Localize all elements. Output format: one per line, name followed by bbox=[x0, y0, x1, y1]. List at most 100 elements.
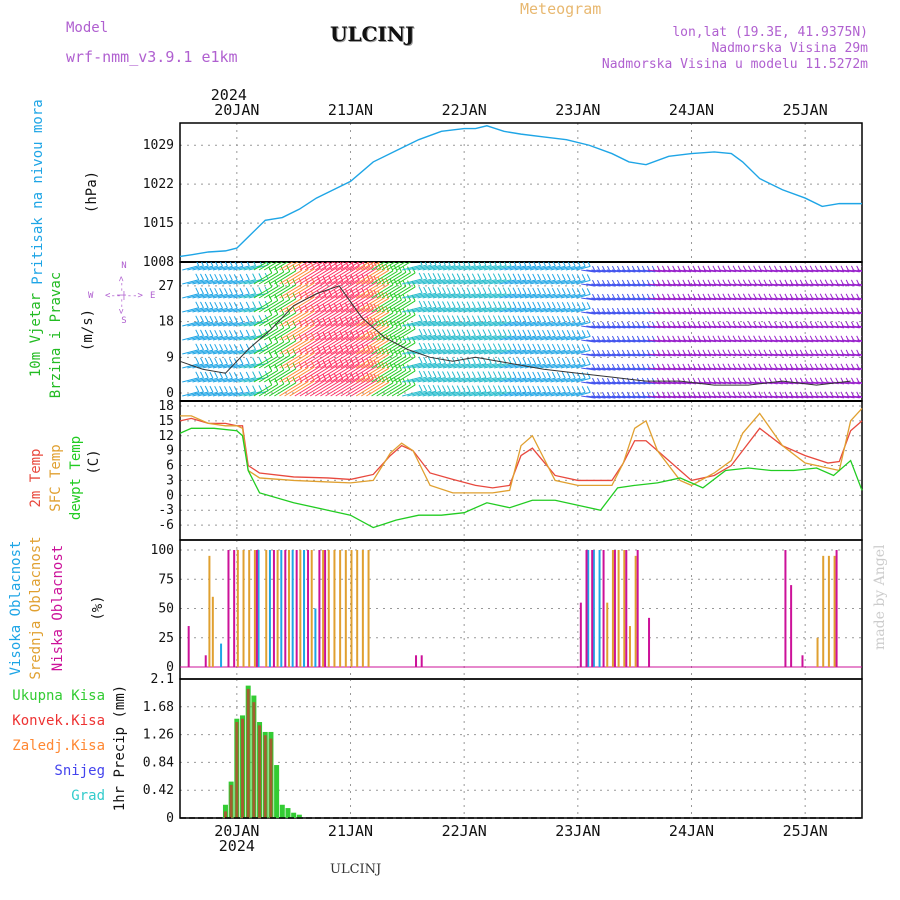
wind-barb-flag bbox=[461, 287, 466, 294]
wind-barb bbox=[749, 395, 762, 399]
wind-barb bbox=[473, 335, 492, 341]
wind-barb bbox=[729, 381, 742, 385]
wind-barb-flag bbox=[537, 301, 542, 309]
wind-barb bbox=[253, 272, 273, 285]
wind-barb bbox=[483, 335, 502, 341]
wind-barb bbox=[437, 377, 456, 383]
wind-barb bbox=[550, 335, 566, 341]
wind-barb bbox=[632, 353, 646, 357]
wind-barb-flag bbox=[274, 322, 279, 329]
wind-barb bbox=[616, 367, 631, 371]
wind-barb bbox=[412, 376, 432, 383]
wind-barb-flag bbox=[522, 273, 527, 281]
wind-barb bbox=[785, 367, 799, 371]
wind-barb-flag bbox=[503, 262, 507, 266]
wind-barb-flag bbox=[228, 330, 233, 337]
wind-barb-flag bbox=[466, 315, 471, 322]
wind-barb bbox=[570, 307, 586, 313]
wind-barb bbox=[693, 325, 707, 329]
wind-barb bbox=[581, 297, 596, 301]
wind-barb bbox=[366, 353, 390, 369]
wind-barb bbox=[616, 297, 631, 301]
wind-barb bbox=[775, 339, 789, 343]
wind-barb-flag bbox=[497, 287, 502, 294]
wind-barb bbox=[350, 281, 378, 299]
wind-barb bbox=[606, 325, 621, 329]
wind-barb-flag bbox=[547, 371, 551, 379]
wind-barb bbox=[857, 395, 862, 398]
wind-barb bbox=[821, 339, 834, 343]
cloud-bar-1 bbox=[628, 626, 631, 667]
wind-barb-flag bbox=[542, 273, 546, 281]
wind-barb bbox=[268, 262, 284, 271]
wind-barb bbox=[407, 292, 427, 299]
wind-barb bbox=[703, 311, 717, 315]
wind-barb-flag bbox=[523, 262, 527, 267]
wind-barb bbox=[703, 339, 717, 343]
wind-barb bbox=[586, 339, 601, 343]
cloud-bar-2 bbox=[602, 550, 605, 667]
wind-barb bbox=[524, 363, 541, 369]
wind-barb-flag bbox=[577, 262, 581, 267]
wind-barb bbox=[780, 297, 794, 301]
wind-barb bbox=[673, 395, 686, 399]
wind-barb bbox=[396, 286, 416, 299]
wind-barb bbox=[734, 283, 747, 287]
wind-barb bbox=[279, 262, 294, 271]
wind-barb bbox=[407, 306, 427, 313]
wind-barb bbox=[724, 367, 737, 371]
wind-barb bbox=[268, 354, 291, 369]
wind-barb bbox=[790, 269, 804, 273]
wind-barb bbox=[555, 377, 571, 383]
wind-barb bbox=[550, 307, 566, 313]
wind-barb-flag bbox=[537, 315, 542, 323]
wind-barb-flag bbox=[586, 316, 591, 323]
wind-barb bbox=[340, 335, 370, 355]
wind-barb bbox=[668, 381, 681, 385]
wind-barb bbox=[519, 307, 536, 313]
wind-barb bbox=[642, 381, 656, 385]
wind-barb-flag bbox=[532, 371, 537, 379]
wind-barb bbox=[340, 321, 370, 341]
wind-barb bbox=[765, 283, 778, 287]
wind-barb-flag bbox=[268, 308, 273, 316]
wind-barb bbox=[253, 342, 273, 355]
cloud-bar-2 bbox=[636, 550, 639, 667]
wind-barb bbox=[458, 363, 476, 369]
wind-barb-flag bbox=[268, 378, 273, 386]
wind-barb bbox=[197, 307, 214, 313]
wind-barb bbox=[504, 293, 522, 299]
wind-barb bbox=[555, 279, 571, 285]
wind-barb bbox=[652, 311, 666, 315]
wind-barb bbox=[627, 325, 641, 329]
wind-barb bbox=[606, 395, 621, 399]
wind-barb bbox=[432, 307, 451, 313]
wind-barb bbox=[509, 363, 526, 369]
wind-barb-flag bbox=[234, 262, 238, 267]
pressure-unit: (hPa) bbox=[84, 171, 100, 213]
precip-bar-1 bbox=[235, 722, 239, 818]
wind-barb bbox=[683, 269, 697, 273]
wind-barb bbox=[826, 269, 839, 273]
wind-barb bbox=[760, 395, 773, 399]
pressure-ytick: 1008 bbox=[143, 255, 174, 270]
wind-barb-flag bbox=[461, 371, 466, 378]
wind-barb bbox=[576, 335, 591, 341]
wind-barb bbox=[432, 391, 451, 397]
wind-barb bbox=[663, 269, 676, 273]
wind-barb bbox=[688, 297, 702, 301]
wind-barb bbox=[729, 353, 742, 357]
wind-barb bbox=[437, 307, 456, 313]
wind-barb bbox=[309, 378, 338, 397]
precip-bar-1 bbox=[241, 718, 245, 818]
wind-barb-flag bbox=[867, 336, 870, 342]
wind-barb bbox=[765, 367, 778, 371]
wind-barb bbox=[795, 269, 809, 273]
wind-barb bbox=[601, 381, 616, 385]
wind-barb bbox=[335, 265, 365, 285]
wind-barb-flag bbox=[427, 342, 432, 350]
wind-barb bbox=[545, 265, 561, 271]
wind-barb-flag bbox=[209, 315, 214, 323]
wind-barb bbox=[407, 278, 427, 285]
wind-barb bbox=[289, 324, 315, 341]
